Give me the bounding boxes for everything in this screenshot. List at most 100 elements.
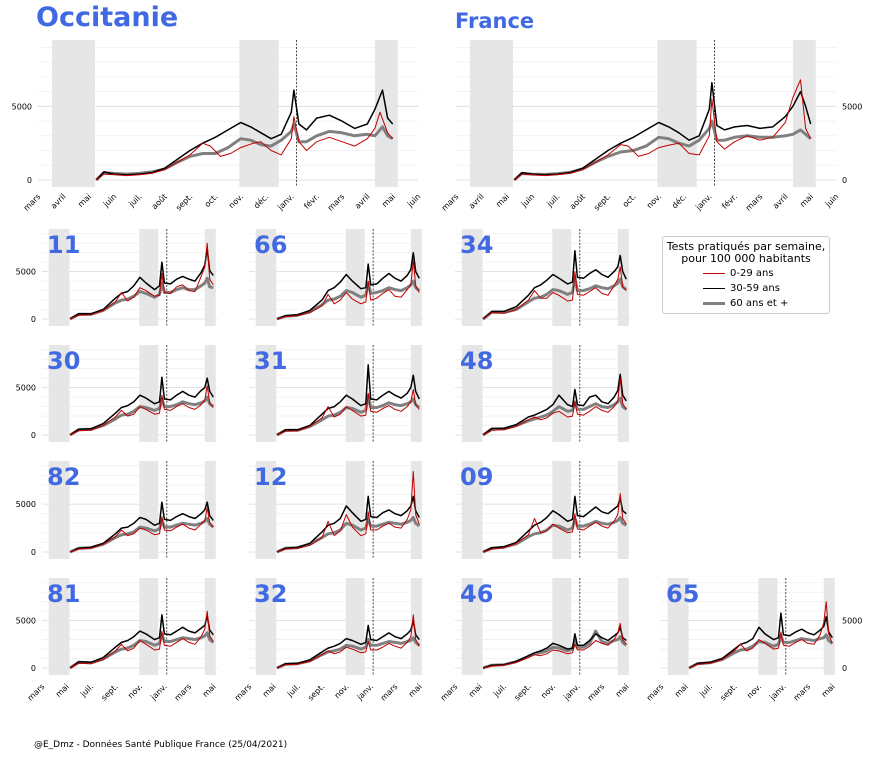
panel-11-ytick-label: 5000 — [16, 268, 36, 277]
panel-48-lockdown-shade — [617, 345, 629, 442]
panel-46-xtick-label: mars — [439, 682, 460, 703]
panel-occitanie-series-30-59-ans — [95, 89, 394, 181]
panel-81-series-0-29-ans — [69, 610, 214, 669]
panel-occitanie-xtick-label: août — [150, 192, 169, 211]
panel-france-xtick-label: mai — [798, 192, 815, 209]
panel-32-xtick-label: mars — [379, 682, 400, 703]
panel-france-xtick-label: sept. — [592, 192, 612, 212]
panel-31-lockdown-shade — [345, 345, 365, 442]
panel-11-series-30-59-ans — [69, 248, 214, 320]
panel-occitanie-xtick-label: juil. — [127, 192, 144, 209]
panel-31-lockdown-shade — [255, 345, 277, 442]
panel-81-lockdown-shade — [204, 578, 216, 675]
panel-46-lockdown-shade — [617, 578, 629, 675]
legend-item-0-29: 0-29 ans — [703, 267, 774, 279]
panel-11-label: 11 — [47, 231, 80, 259]
panel-france-xtick-label: juin — [823, 192, 840, 209]
panel-34-series-30-59-ans — [482, 250, 627, 320]
panel-occitanie-xtick-label: mai — [380, 192, 397, 209]
panel-12-lockdown-shade — [345, 461, 365, 559]
panel-46-xtick-label: nov. — [539, 682, 557, 700]
panel-12-series-30-59-ans — [276, 495, 420, 553]
panel-30-series-0-29-ans — [69, 385, 214, 436]
legend-swatch-30-59 — [703, 287, 725, 289]
panel-30-label: 30 — [47, 347, 80, 375]
panel-82-lockdown-shade — [48, 461, 70, 559]
panel-12-lockdown-shade — [255, 461, 277, 559]
panel-09-lockdown-shade — [552, 461, 572, 559]
panel-30-ytick-label: 5000 — [16, 384, 36, 393]
panel-65-series-30-59-ans — [688, 612, 833, 669]
panel-occitanie-xtick-label: févr. — [302, 191, 322, 211]
panel-48-label: 48 — [460, 347, 493, 375]
panel-82-ytick-label: 0 — [31, 548, 36, 557]
panel-france-lockdown-shade — [469, 40, 513, 187]
panel-11-lockdown-shade — [204, 229, 216, 326]
panel-81-xtick-label: janv. — [148, 682, 168, 702]
panel-81-lockdown-shade — [139, 578, 159, 675]
panel-65-label: 65 — [666, 580, 699, 608]
panel-65-ytick-label: 0 — [842, 664, 847, 673]
panel-09-lockdown-shade — [461, 461, 483, 559]
panel-32-xtick-label: sept. — [306, 682, 326, 702]
legend-label-30-59: 30-59 ans — [730, 282, 780, 294]
panel-46-xtick-label: mai — [467, 682, 484, 699]
panel-12-label: 12 — [254, 463, 287, 491]
panel-65-xtick-label: juil. — [697, 682, 714, 699]
panel-66-lockdown-shade — [345, 229, 365, 326]
panel-34-lockdown-shade — [461, 229, 483, 326]
panel-31-label: 31 — [254, 347, 287, 375]
panel-65-lockdown-shade — [667, 578, 689, 675]
panel-46-series-30-59-ans — [482, 626, 627, 669]
panel-82-lockdown-shade — [204, 461, 216, 559]
panel-france-xtick-label: mars — [440, 192, 461, 213]
panel-82-series-0-29-ans — [69, 507, 214, 553]
panel-46-series-0-29-ans — [482, 623, 627, 669]
panel-32-xtick-label: juil. — [285, 682, 302, 699]
panel-66-lockdown-shade — [410, 229, 422, 326]
panel-65-lockdown-shade — [823, 578, 835, 675]
legend-label-0-29: 0-29 ans — [730, 267, 774, 279]
panel-82-lockdown-shade — [139, 461, 159, 559]
credit-text: @E_Dmz - Données Santé Publique France (… — [34, 740, 288, 750]
panel-65-xtick-label: nov. — [745, 682, 763, 700]
panel-09-series-30-59-ans — [482, 495, 627, 553]
panel-65-xtick-label: mai — [820, 682, 837, 699]
legend-item-30-59: 30-59 ans — [703, 282, 780, 294]
panel-81-xtick-label: mai — [201, 682, 218, 699]
panel-france-series-30-59-ans — [513, 81, 812, 181]
panel-81-ytick-label: 5000 — [16, 617, 36, 626]
panel-france-xtick-label: févr. — [720, 191, 740, 211]
panel-32-series-0-29-ans — [276, 614, 420, 669]
panel-32-lockdown-shade — [410, 578, 422, 675]
legend-swatch-0-29 — [703, 272, 725, 274]
panel-11-lockdown-shade — [48, 229, 70, 326]
legend-title-line2: pour 100 000 habitants — [681, 252, 811, 265]
panel-france-xtick-label: août — [568, 192, 587, 211]
panel-occitanie-lockdown-shade — [239, 40, 279, 187]
panel-occitanie-xtick-label: déc. — [251, 191, 270, 210]
panel-occitanie-ytick-label: 5000 — [12, 102, 32, 111]
panel-46-xtick-label: sept. — [512, 682, 532, 702]
panel-30-ytick-label: 0 — [31, 431, 36, 440]
panel-12-series-0-29-ans — [276, 471, 420, 553]
panel-82-ytick-label: 5000 — [16, 500, 36, 509]
panel-66-label: 66 — [254, 231, 287, 259]
panel-france-xtick-label: janv. — [693, 192, 713, 212]
panel-30-lockdown-shade — [48, 345, 70, 442]
panel-81-xtick-label: juil. — [78, 682, 95, 699]
panel-65-xtick-label: mars — [645, 682, 666, 703]
panel-34-lockdown-shade — [617, 229, 629, 326]
panel-occitanie-xtick-label: mai — [76, 192, 93, 209]
panel-france-series-0-29-ans — [513, 79, 812, 181]
panel-32-xtick-label: mai — [407, 682, 424, 699]
panel-48-series-30-59-ans — [482, 373, 627, 436]
panel-34-lockdown-shade — [552, 229, 572, 326]
panel-france-xtick-label: oct. — [621, 192, 638, 209]
panel-france-ytick-label: 5000 — [842, 102, 862, 111]
panel-65-ytick-label: 5000 — [842, 617, 862, 626]
panel-32-label: 32 — [254, 580, 287, 608]
panel-occitanie-xtick-label: nov. — [227, 192, 245, 210]
panel-occitanie-xtick-label: mars — [326, 192, 347, 213]
panel-46-xtick-label: mai — [614, 682, 631, 699]
